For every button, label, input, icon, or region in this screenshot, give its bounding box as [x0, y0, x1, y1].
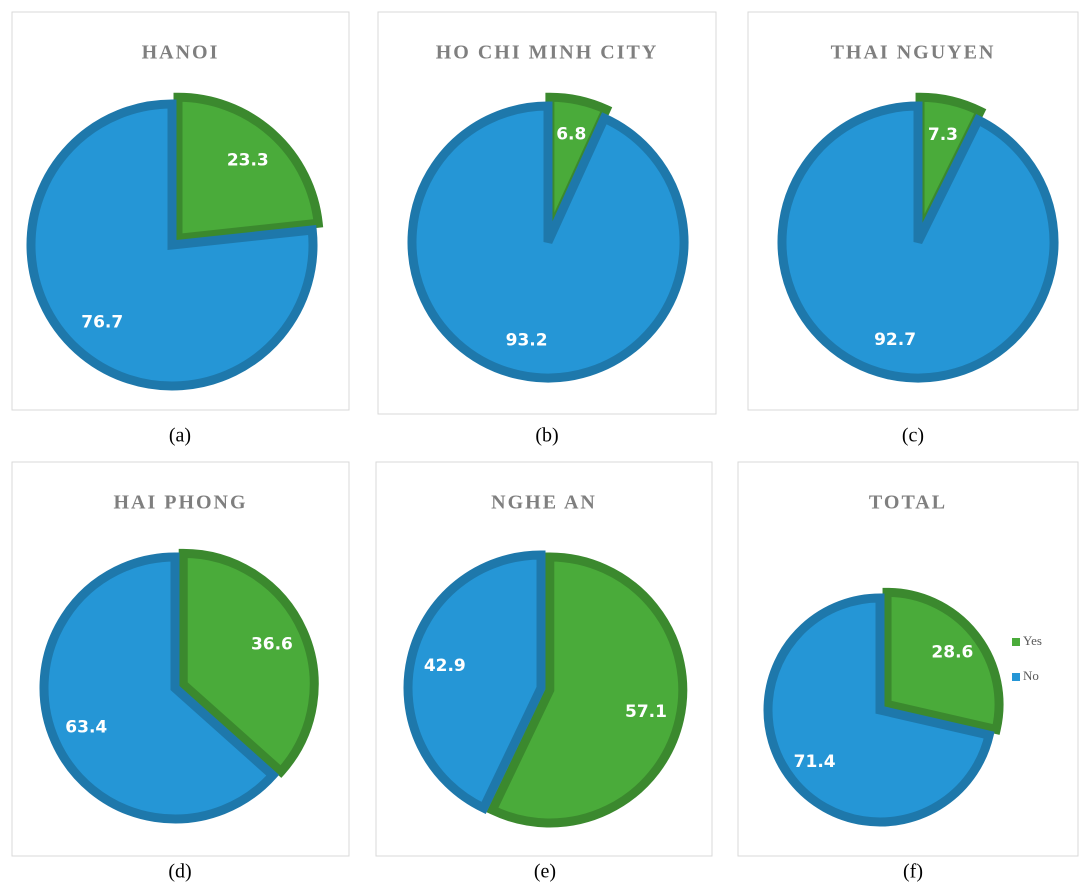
pie-slice [777, 101, 1059, 383]
pie-slice [39, 552, 280, 824]
panel-label: (d) [168, 861, 191, 883]
panel-label: (e) [534, 861, 556, 883]
data-label: 23.3 [227, 151, 269, 171]
pie-slice [173, 92, 324, 244]
chart-title: THAI NGUYEN [831, 42, 996, 64]
panel-label: (c) [902, 425, 924, 447]
chart-title: NGHE AN [491, 492, 597, 514]
data-label: 92.7 [874, 330, 916, 350]
pie-slice [486, 552, 688, 828]
pie-slice [403, 550, 546, 814]
pie-slice [26, 99, 318, 391]
pie-slice [882, 587, 1004, 735]
chart-title: HANOI [142, 42, 220, 64]
data-label: 6.8 [556, 125, 586, 145]
chart-title: HO CHI MINH CITY [436, 42, 659, 64]
legend-label: No [1023, 668, 1039, 683]
panel-label: (b) [535, 425, 558, 447]
data-label: 63.4 [65, 718, 107, 738]
pie-slice [763, 593, 995, 827]
chart-title: TOTAL [869, 492, 947, 514]
data-label: 57.1 [625, 702, 667, 722]
data-label: 76.7 [81, 313, 123, 333]
pie-slice [407, 101, 689, 383]
data-label: 71.4 [794, 752, 836, 772]
legend-label: Yes [1023, 633, 1042, 648]
pie-slice [178, 548, 319, 778]
data-label: 7.3 [928, 125, 958, 145]
data-label: 93.2 [506, 331, 548, 351]
panel-label: (f) [903, 861, 923, 883]
data-label: 28.6 [931, 642, 973, 662]
chart-title: HAI PHONG [113, 492, 247, 514]
data-label: 42.9 [424, 656, 466, 676]
panel-label: (a) [169, 425, 191, 447]
legend-swatch [1012, 673, 1020, 681]
data-label: 36.6 [251, 635, 293, 655]
legend-swatch [1012, 638, 1020, 646]
